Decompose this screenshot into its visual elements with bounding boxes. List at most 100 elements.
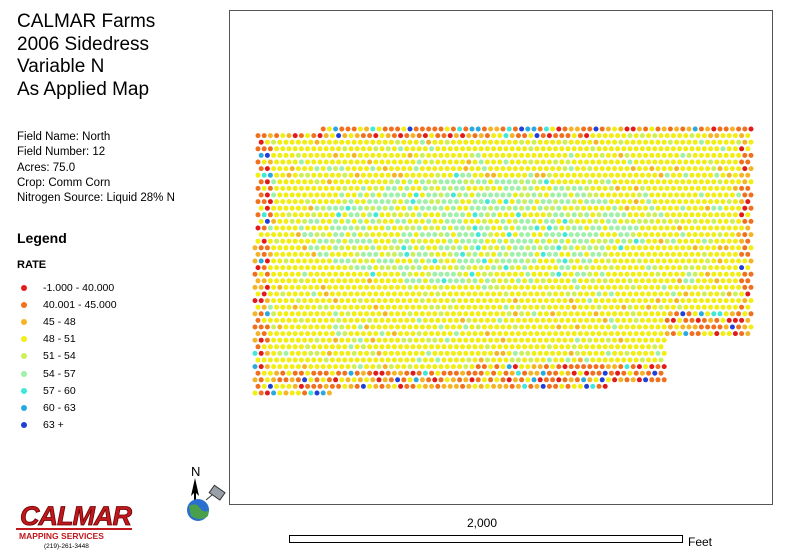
rate-point	[674, 166, 680, 172]
rate-point	[723, 205, 729, 211]
rate-point	[289, 218, 295, 224]
rate-point	[333, 232, 339, 238]
rate-point	[429, 238, 435, 244]
rate-point	[376, 126, 382, 132]
rate-point	[382, 166, 388, 172]
rate-point	[639, 212, 645, 218]
rate-point	[584, 185, 590, 191]
rate-point	[466, 133, 472, 139]
rate-point	[742, 179, 748, 185]
rate-point	[717, 166, 723, 172]
rate-point	[348, 331, 354, 337]
rate-point	[447, 304, 453, 310]
rate-point	[602, 185, 608, 191]
rate-point	[382, 377, 388, 383]
rate-point	[643, 298, 649, 304]
rate-point	[531, 324, 537, 330]
rate-point	[419, 337, 425, 343]
rate-point	[320, 377, 326, 383]
rate-point	[308, 350, 314, 356]
rate-point	[593, 271, 599, 277]
rate-point	[590, 383, 596, 389]
rate-point	[534, 238, 540, 244]
rate-point	[708, 278, 714, 284]
rate-point	[388, 298, 394, 304]
rate-point	[550, 324, 556, 330]
rate-point	[670, 265, 676, 271]
rate-point	[395, 205, 401, 211]
rate-point	[748, 311, 754, 317]
rate-point	[354, 172, 360, 178]
rate-point	[357, 179, 363, 185]
rate-point	[345, 258, 351, 264]
rate-point	[655, 179, 661, 185]
rate-point	[587, 284, 593, 290]
rate-point	[543, 364, 549, 370]
rate-point	[438, 218, 444, 224]
rate-point	[429, 278, 435, 284]
rate-point	[550, 152, 556, 158]
rate-point	[302, 284, 308, 290]
rate-point	[413, 205, 419, 211]
rate-point	[531, 350, 537, 356]
rate-point	[531, 152, 537, 158]
rate-point	[574, 245, 580, 251]
rate-point	[376, 284, 382, 290]
rate-point	[562, 245, 568, 251]
rate-point	[698, 284, 704, 290]
rate-point	[627, 185, 633, 191]
rate-point	[395, 350, 401, 356]
rate-point	[469, 337, 475, 343]
rate-point	[410, 291, 416, 297]
rate-point	[661, 311, 667, 317]
rate-point	[599, 179, 605, 185]
rate-point	[711, 166, 717, 172]
rate-point	[333, 258, 339, 264]
rate-point	[522, 185, 528, 191]
rate-point	[695, 225, 701, 231]
rate-point	[317, 278, 323, 284]
rate-point	[441, 185, 447, 191]
rate-point	[534, 383, 540, 389]
rate-point	[370, 205, 376, 211]
rate-point	[323, 344, 329, 350]
rate-point	[525, 179, 531, 185]
rate-point	[574, 166, 580, 172]
rate-point	[655, 192, 661, 198]
rate-point	[326, 152, 332, 158]
rate-point	[509, 212, 515, 218]
rate-point	[258, 139, 264, 145]
rate-point	[695, 172, 701, 178]
rate-point	[426, 218, 432, 224]
rate-point	[441, 370, 447, 376]
rate-point	[587, 258, 593, 264]
rate-point	[457, 192, 463, 198]
rate-point	[367, 199, 373, 205]
rate-point	[624, 377, 630, 383]
rate-point	[252, 298, 258, 304]
rate-point	[367, 344, 373, 350]
rate-point	[364, 192, 370, 198]
rate-point	[649, 258, 655, 264]
rate-point	[292, 133, 298, 139]
rate-point	[453, 146, 459, 152]
rate-point	[323, 331, 329, 337]
rate-point	[419, 179, 425, 185]
rate-point	[416, 225, 422, 231]
rate-point	[438, 245, 444, 251]
rate-point	[664, 331, 670, 337]
rate-point	[395, 377, 401, 383]
rate-point	[748, 218, 754, 224]
rate-point	[488, 377, 494, 383]
rate-point	[612, 364, 618, 370]
rate-point	[553, 238, 559, 244]
rate-point	[438, 311, 444, 317]
rate-point	[432, 311, 438, 317]
scale-bar-unit: Feet	[688, 535, 713, 549]
rate-point	[401, 152, 407, 158]
rate-point	[605, 218, 611, 224]
rate-point	[320, 192, 326, 198]
rate-point	[686, 139, 692, 145]
rate-point	[503, 238, 509, 244]
rate-point	[509, 265, 515, 271]
